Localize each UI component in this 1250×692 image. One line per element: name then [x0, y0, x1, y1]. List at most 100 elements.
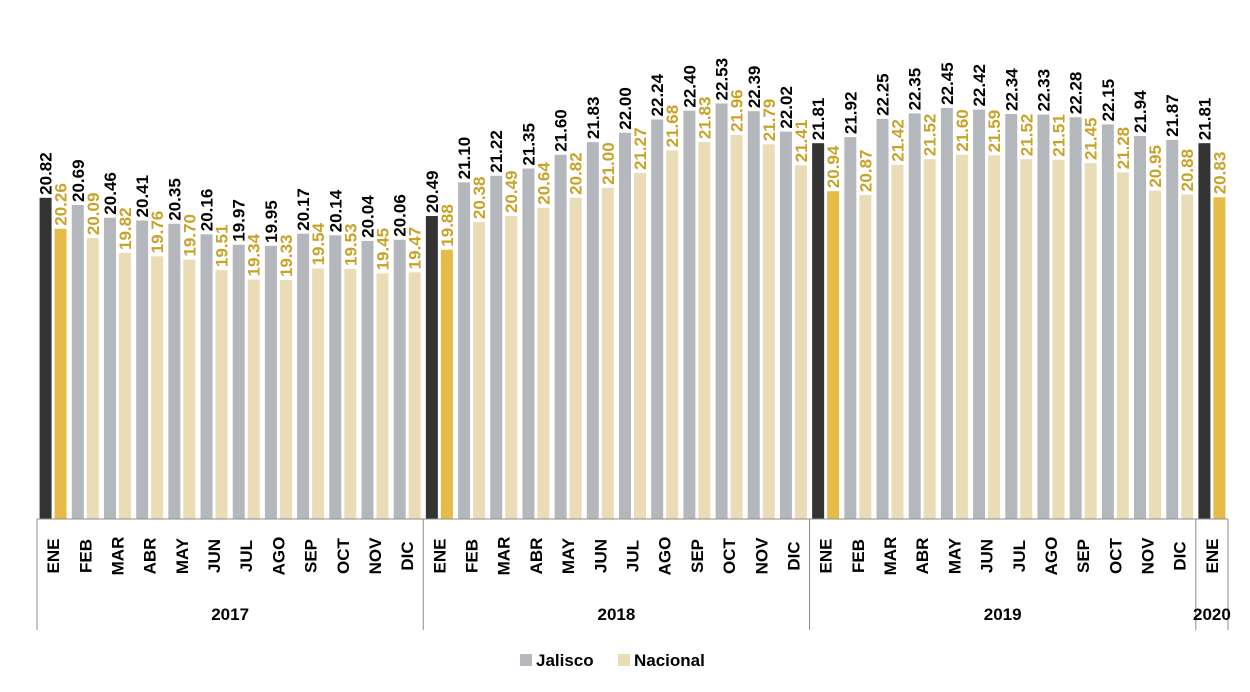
data-label-jalisco: 21.81 — [809, 98, 828, 141]
month-tick-label: MAR — [881, 537, 900, 576]
bar-jalisco — [651, 119, 664, 519]
data-label-nacional: 21.27 — [631, 127, 650, 170]
bar-jalisco — [361, 240, 374, 519]
data-label-nacional: 21.42 — [889, 119, 908, 162]
bar-jalisco — [103, 217, 116, 519]
data-label-jalisco: 21.10 — [455, 137, 474, 180]
month-tick-label: NOV — [1139, 537, 1158, 575]
month-tick-label: AGO — [269, 537, 288, 576]
bar-nacional — [279, 280, 292, 519]
data-label-jalisco: 20.46 — [101, 172, 120, 215]
data-label-nacional: 19.33 — [277, 235, 296, 278]
bar-jalisco — [39, 197, 52, 520]
data-label-nacional: 20.38 — [470, 177, 489, 220]
bar-jalisco — [1005, 113, 1018, 520]
bar-jalisco — [779, 131, 792, 519]
bar-nacional — [569, 197, 582, 520]
data-label-nacional: 19.82 — [116, 207, 135, 250]
bar-nacional — [666, 150, 679, 519]
data-label-nacional: 21.52 — [921, 114, 940, 157]
month-tick-label: OCT — [720, 537, 739, 574]
data-label-nacional: 21.00 — [599, 142, 618, 185]
data-label-nacional: 20.87 — [856, 150, 875, 193]
data-label-jalisco: 20.16 — [198, 189, 217, 232]
bar-nacional — [183, 259, 196, 519]
bar-jalisco — [232, 244, 245, 520]
bar-jalisco — [586, 142, 599, 519]
bar-jalisco — [136, 220, 149, 519]
data-label-nacional: 19.54 — [309, 222, 328, 265]
data-label-nacional: 19.70 — [180, 214, 199, 257]
bar-jalisco — [715, 103, 728, 519]
month-tick-label: DIC — [784, 541, 803, 570]
bar-nacional — [473, 222, 486, 519]
bar-nacional — [762, 144, 775, 519]
bar-jalisco — [1198, 143, 1211, 519]
data-label-jalisco: 20.06 — [391, 194, 410, 237]
month-tick-label: AGO — [656, 537, 675, 576]
data-label-nacional: 21.52 — [1017, 114, 1036, 157]
data-label-nacional: 20.94 — [824, 145, 843, 188]
data-label-nacional: 20.49 — [502, 170, 521, 213]
bar-jalisco — [973, 109, 986, 519]
bar-jalisco — [1069, 117, 1082, 519]
data-label-jalisco: 20.49 — [423, 170, 442, 213]
bar-jalisco — [1101, 124, 1114, 519]
data-label-jalisco: 22.02 — [777, 86, 796, 129]
data-label-nacional: 21.96 — [728, 89, 747, 132]
data-label-jalisco: 20.35 — [165, 178, 184, 221]
data-label-jalisco: 22.34 — [1002, 68, 1021, 111]
bar-jalisco — [490, 175, 503, 519]
data-label-jalisco: 22.40 — [680, 65, 699, 108]
year-group-label: 2019 — [984, 605, 1022, 624]
data-label-jalisco: 20.69 — [69, 159, 88, 202]
bar-nacional — [730, 134, 743, 519]
month-tick-label: ENE — [1203, 539, 1222, 574]
data-label-jalisco: 22.42 — [970, 64, 989, 107]
bar-nacional — [955, 154, 968, 519]
data-label-nacional: 19.34 — [245, 233, 264, 276]
data-label-jalisco: 20.04 — [358, 195, 377, 238]
bar-nacional — [440, 249, 453, 519]
data-label-jalisco: 22.28 — [1067, 72, 1086, 115]
data-label-jalisco: 22.45 — [938, 62, 957, 105]
bar-jalisco — [554, 154, 567, 519]
month-tick-label: ENE — [44, 539, 63, 574]
bar-jalisco — [619, 132, 631, 519]
bar-jalisco — [200, 234, 213, 519]
data-label-jalisco: 20.14 — [326, 189, 345, 232]
data-label-jalisco: 20.82 — [37, 152, 56, 195]
year-group-label: 2017 — [211, 605, 249, 624]
month-tick-label: ENE — [430, 539, 449, 574]
month-tick-label: JUL — [1010, 540, 1029, 572]
bar-nacional — [1116, 172, 1129, 519]
bar-jalisco — [393, 239, 406, 519]
bar-jalisco — [908, 113, 921, 519]
bar-nacional — [344, 269, 357, 519]
bar-jalisco — [812, 143, 825, 519]
month-tick-label: NOV — [752, 537, 771, 575]
bar-nacional — [151, 256, 164, 519]
data-label-nacional: 19.53 — [341, 223, 360, 266]
data-label-jalisco: 22.53 — [713, 58, 732, 101]
data-label-nacional: 21.45 — [1082, 118, 1101, 161]
bar-jalisco — [940, 107, 953, 520]
data-label-jalisco: 22.15 — [1099, 79, 1118, 122]
data-label-nacional: 21.28 — [1114, 127, 1133, 170]
month-tick-label: OCT — [334, 537, 353, 574]
data-label-jalisco: 21.94 — [1131, 90, 1150, 133]
bar-nacional — [1213, 197, 1226, 519]
data-label-nacional: 21.51 — [1049, 114, 1068, 157]
month-tick-label: JUL — [624, 540, 643, 572]
data-label-nacional: 21.68 — [663, 105, 682, 148]
data-label-jalisco: 21.22 — [487, 130, 506, 173]
data-label-nacional: 21.83 — [695, 97, 714, 140]
month-tick-label: FEB — [463, 539, 482, 573]
data-label-jalisco: 20.17 — [294, 188, 313, 231]
bar-nacional — [1052, 159, 1065, 519]
data-label-jalisco: 22.00 — [616, 87, 635, 130]
month-tick-label: OCT — [1106, 537, 1125, 574]
bar-nacional — [408, 272, 421, 519]
month-tick-label: JUN — [978, 539, 997, 573]
month-tick-label: FEB — [849, 539, 868, 573]
